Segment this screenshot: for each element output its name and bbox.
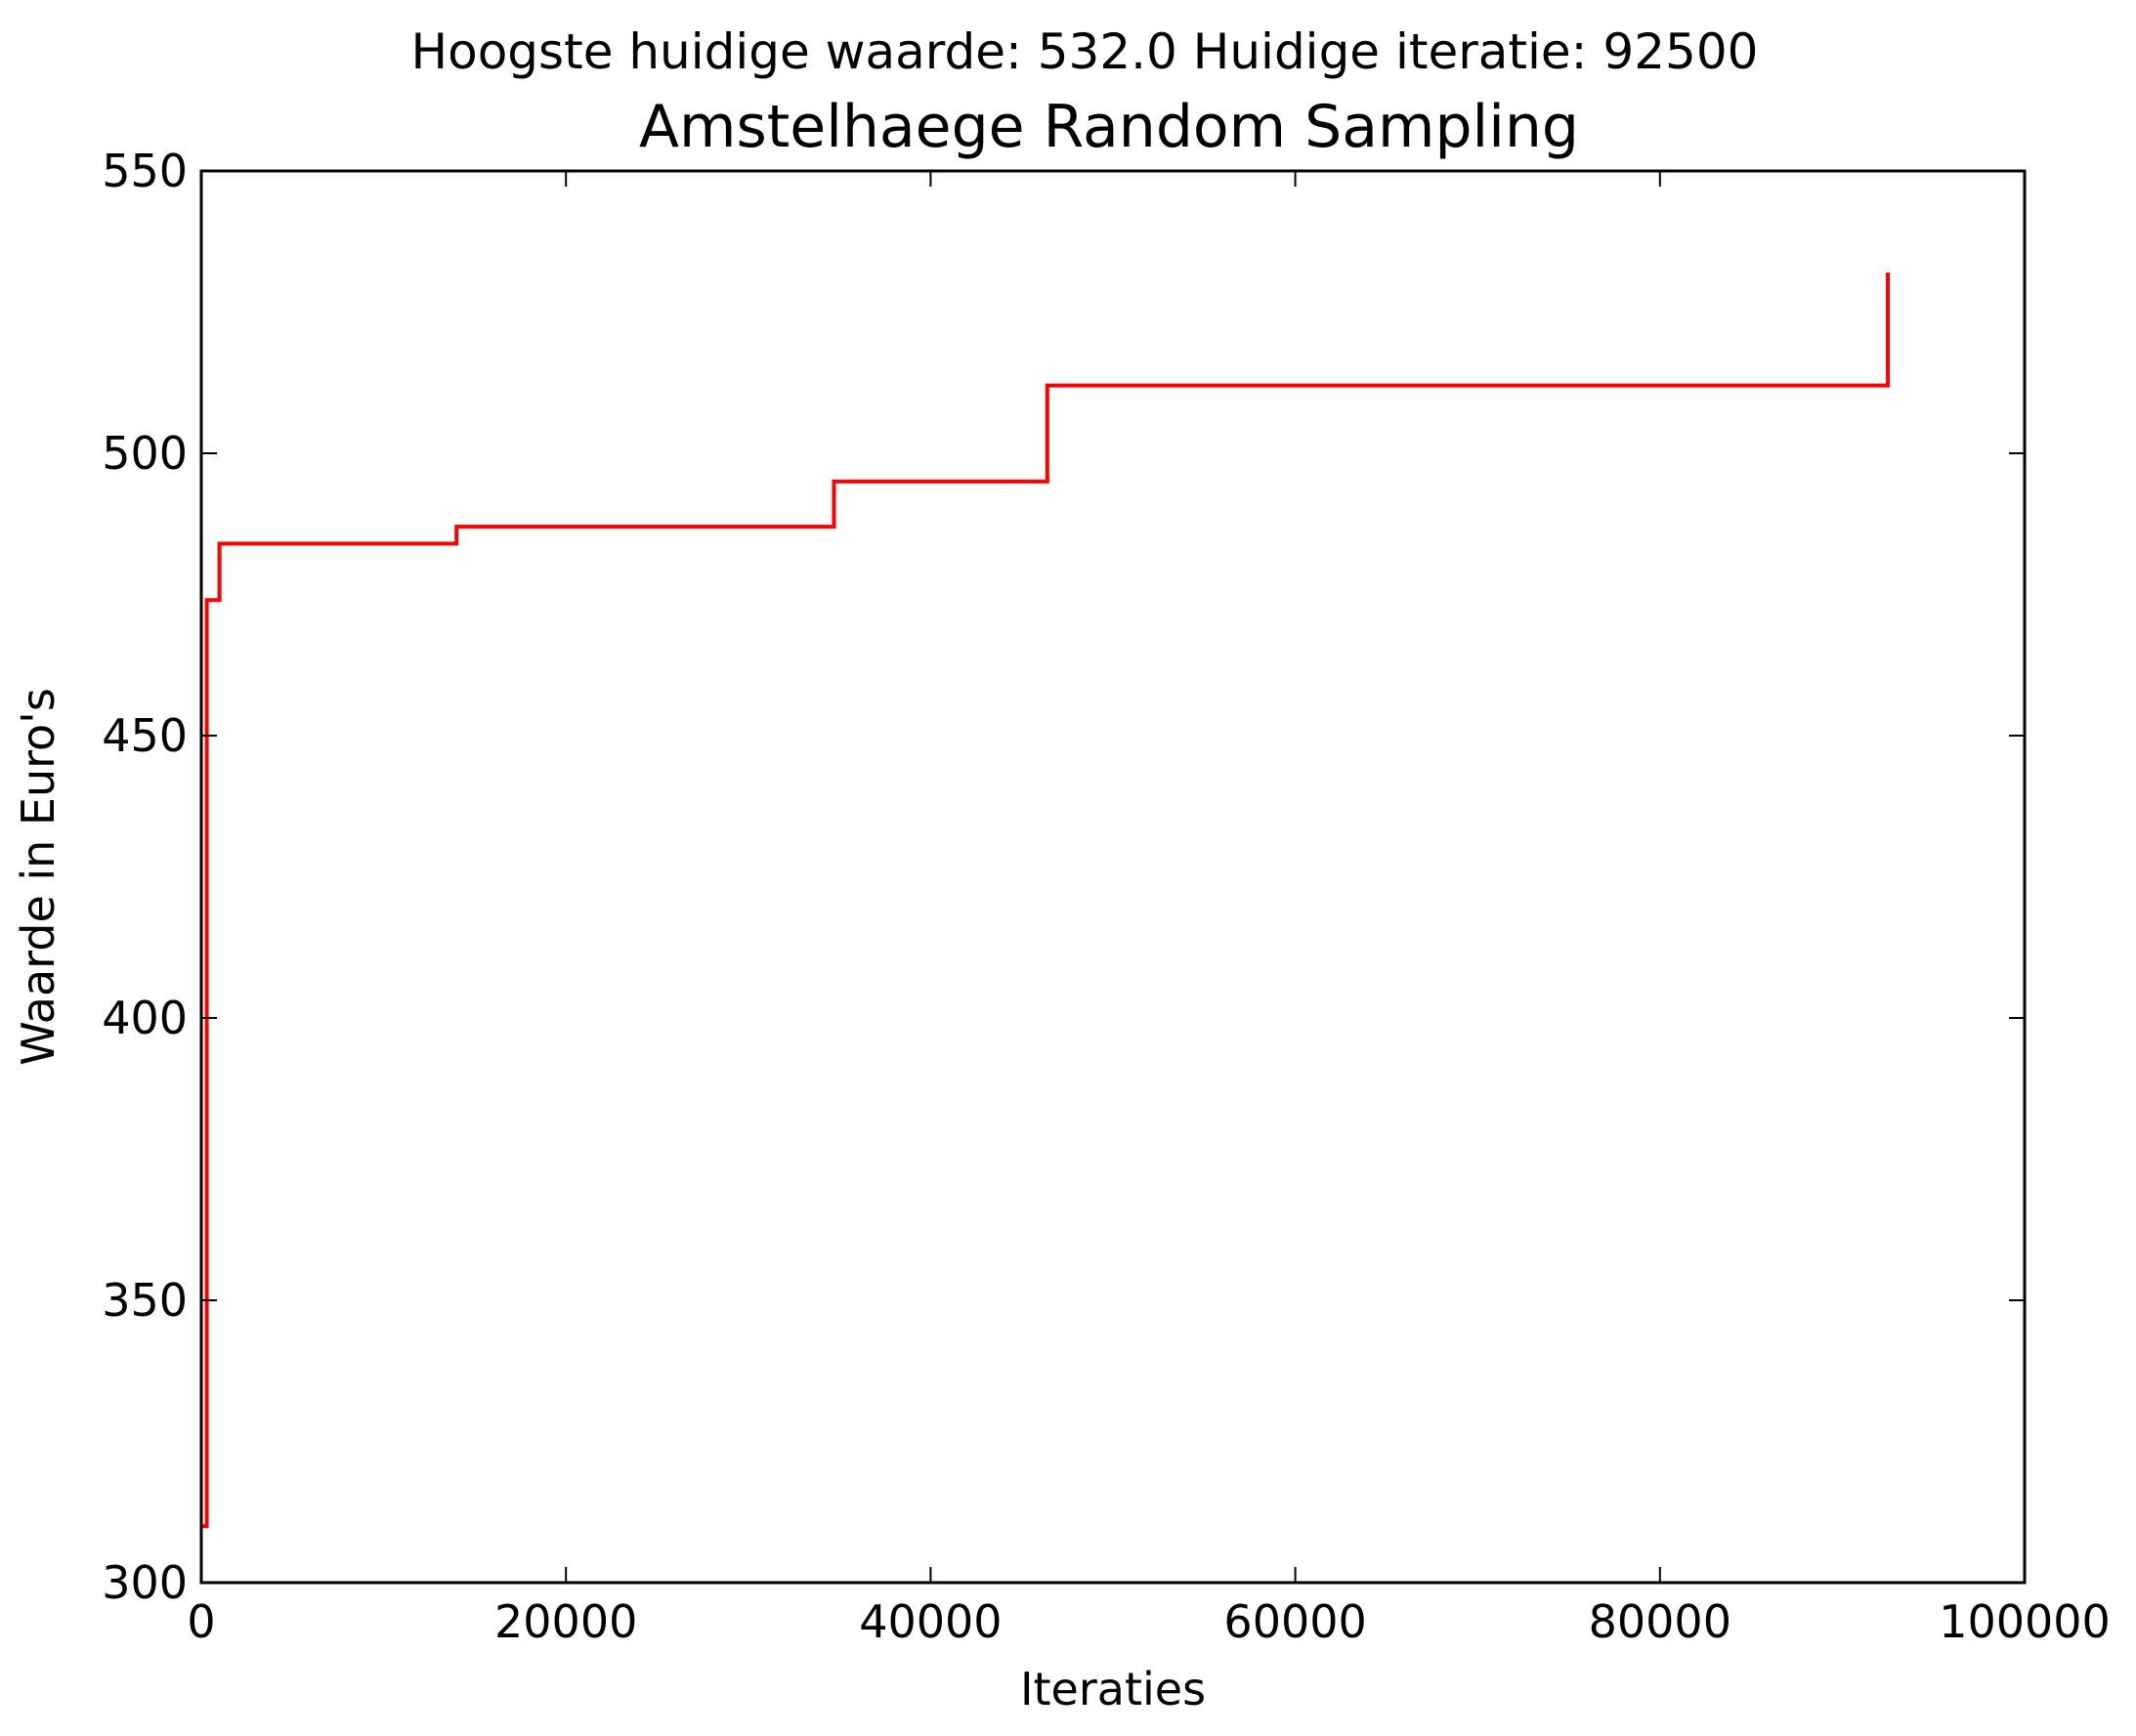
- y-tick-label: 450: [102, 709, 188, 762]
- x-tick-label: 0: [187, 1595, 215, 1648]
- chart-title: Amstelhaege Random Sampling: [639, 93, 1579, 161]
- x-axis-ticks: 0 20000 40000 60000 80000 100000: [187, 171, 2111, 1648]
- y-tick-label: 500: [102, 427, 188, 480]
- series-layer: [201, 273, 1891, 1529]
- y-tick-label: 550: [102, 145, 188, 197]
- chart-suptitle: Hoogste huidige waarde: 532.0 Huidige it…: [411, 23, 1759, 80]
- y-axis-ticks: 300 350 400 450 500 550: [102, 145, 2025, 1609]
- x-tick-label: 80000: [1589, 1595, 1731, 1648]
- x-tick-label: 60000: [1223, 1595, 1366, 1648]
- y-tick-label: 400: [102, 992, 188, 1044]
- y-tick-label: 350: [102, 1274, 188, 1327]
- x-tick-label: 20000: [494, 1595, 637, 1648]
- y-tick-label: 300: [102, 1556, 188, 1609]
- x-tick-label: 40000: [859, 1595, 1002, 1648]
- y-axis-label: Waarde in Euro's: [12, 688, 64, 1066]
- plot-frame: [199, 169, 2027, 1585]
- x-tick-label: 100000: [1939, 1595, 2111, 1648]
- x-axis-label: Iteraties: [1020, 1663, 1206, 1715]
- series-line: [201, 273, 1891, 1529]
